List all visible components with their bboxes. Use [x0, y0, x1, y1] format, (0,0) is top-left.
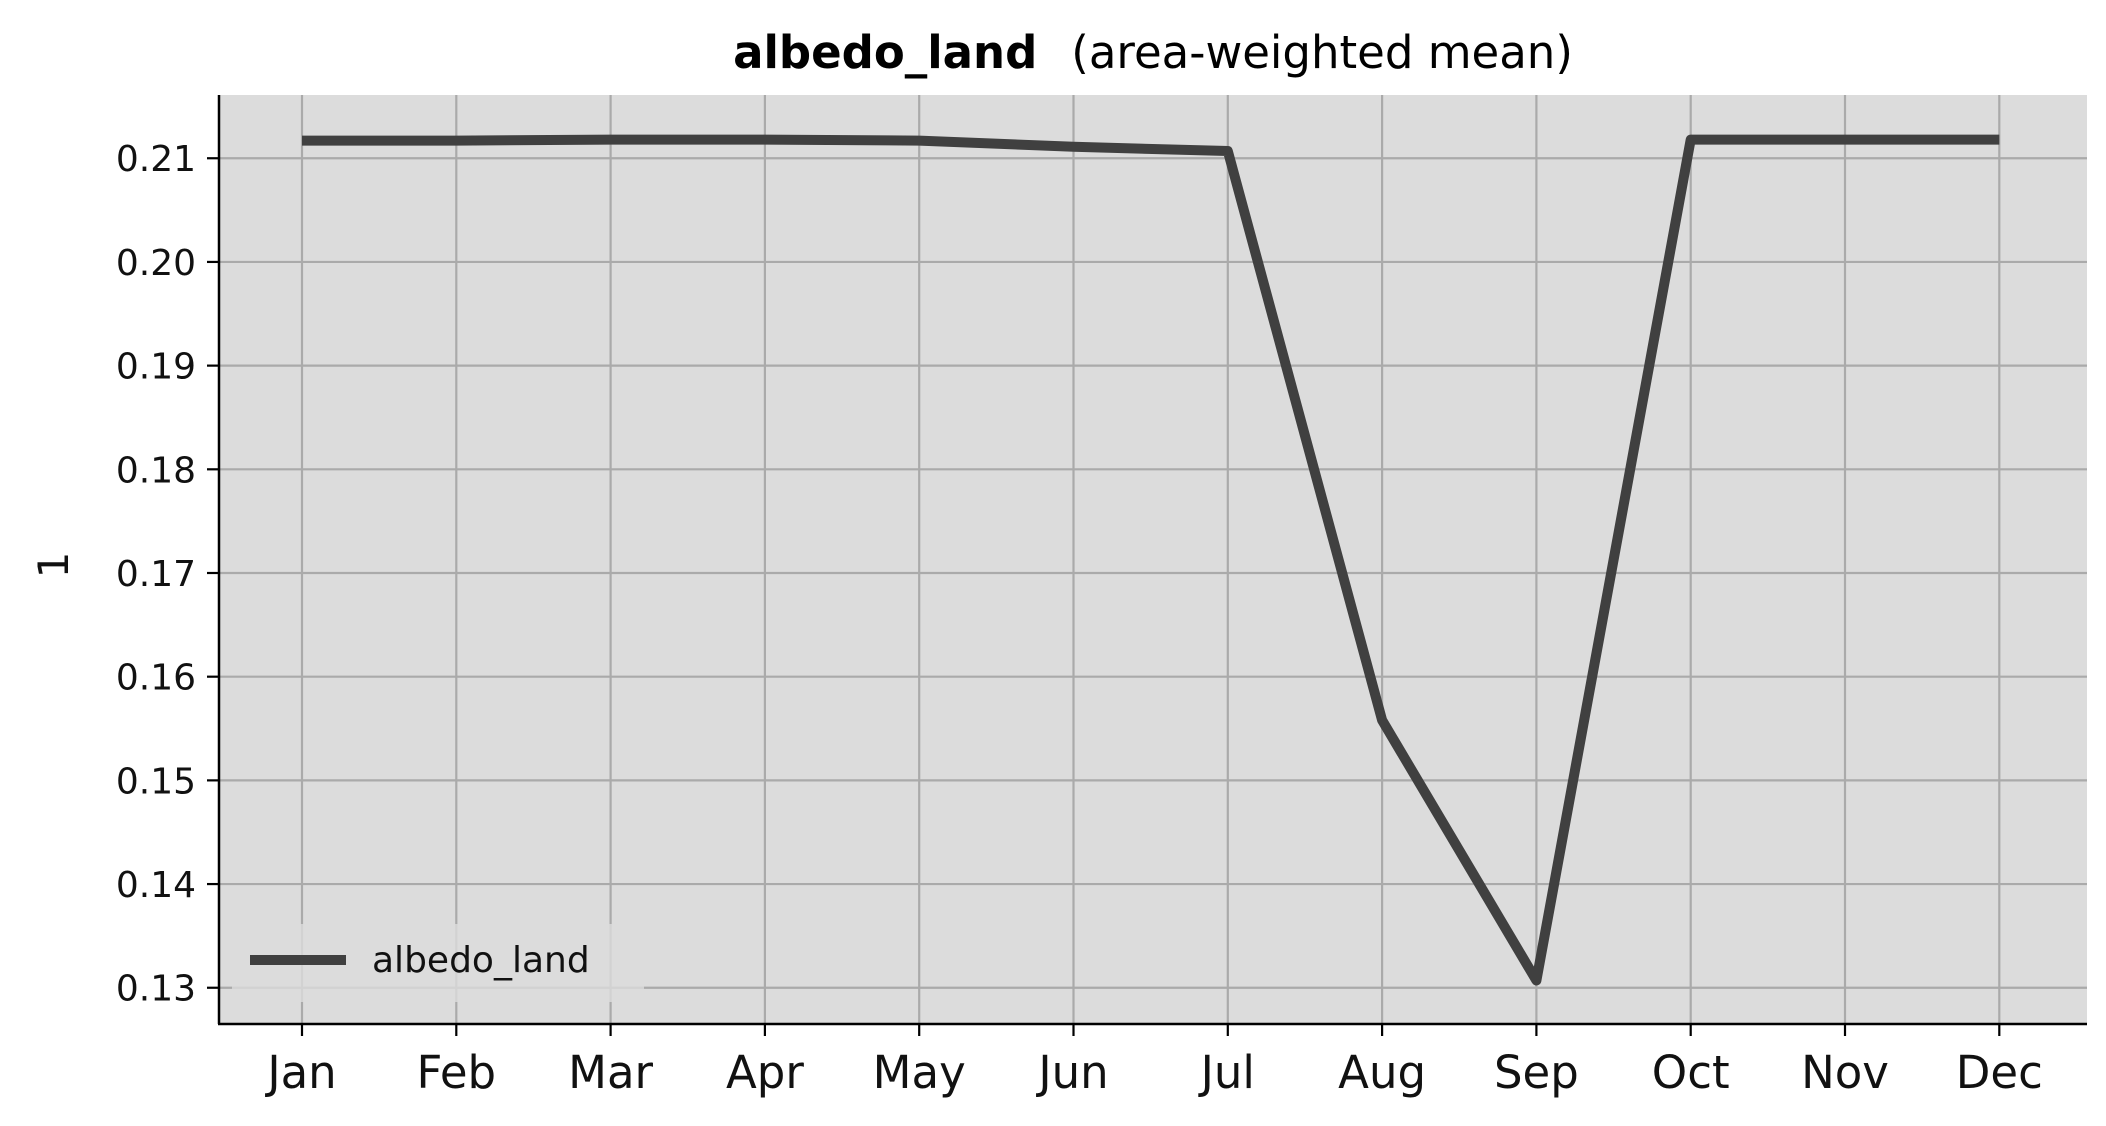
chart-subtitle: (area-weighted mean) — [1071, 26, 1573, 79]
y-tick-label: 0.17 — [116, 554, 196, 595]
series-line — [302, 134, 2000, 986]
y-axis-label: 1 — [29, 552, 78, 579]
y-tick-label: 0.18 — [116, 450, 196, 491]
x-tick-label: Jun — [1035, 1046, 1108, 1099]
x-tick-label: Oct — [1652, 1046, 1730, 1099]
x-tick-label: Aug — [1338, 1046, 1426, 1099]
y-tick-label: 0.13 — [116, 969, 196, 1010]
x-tick-label: Feb — [416, 1046, 496, 1099]
grid-lines — [219, 95, 2087, 1023]
x-tick-label: Dec — [1956, 1046, 2043, 1099]
plot-area — [219, 95, 2087, 1023]
y-tick-label: 0.21 — [116, 139, 196, 180]
x-tick-label: Sep — [1494, 1046, 1579, 1099]
chart-title-main: albedo_land — [733, 26, 1037, 79]
x-tick-label: Jul — [1198, 1046, 1255, 1099]
chart-title: albedo_land (area-weighted mean) — [733, 26, 1573, 79]
y-tick-label: 0.16 — [116, 658, 196, 699]
x-tick-label: Nov — [1801, 1046, 1889, 1099]
x-tick-label: Apr — [726, 1046, 804, 1099]
x-tick-label: Mar — [568, 1046, 653, 1099]
y-tick-label: 0.20 — [116, 243, 196, 284]
x-tick-label: May — [873, 1046, 966, 1099]
legend-label: albedo_land — [372, 940, 590, 981]
y-tick-label: 0.15 — [116, 761, 196, 802]
x-tick-label: Jan — [264, 1046, 336, 1099]
y-tick-label: 0.19 — [116, 347, 196, 388]
axis-ticks: Jan Feb Mar Apr May Jun Jul Aug Sep Oct Nov Dec 0.13… — [116, 139, 2043, 1099]
series-lines — [301, 134, 2000, 986]
legend: albedo_land — [232, 924, 644, 1002]
y-tick-label: 0.14 — [116, 865, 196, 906]
